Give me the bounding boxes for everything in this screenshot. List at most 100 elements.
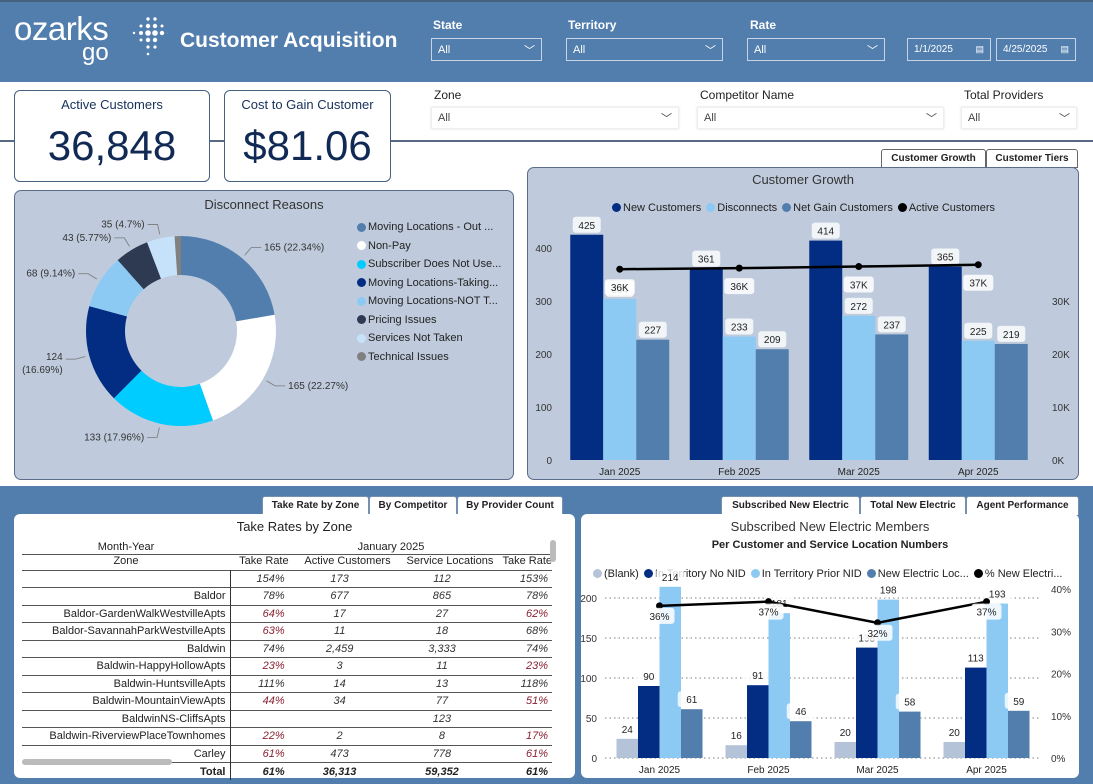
rate-filter-dropdown[interactable]: All ﹀ — [747, 38, 885, 61]
donut-data-label: 35 (4.7%) — [101, 220, 144, 231]
line-data-label: 36K — [730, 282, 748, 293]
line-marker — [735, 264, 743, 272]
tab-agent-performance[interactable]: Agent Performance — [966, 496, 1079, 515]
table-row[interactable]: BaldwinNS-CliffsApts 123 — [22, 710, 552, 728]
end-date-input[interactable]: 4/25/2025 ▤ — [996, 38, 1076, 61]
competitor-filter-dropdown[interactable]: All ﹀ — [697, 107, 944, 129]
disconnect-legend-item[interactable]: Moving Locations-NOT T... — [357, 295, 501, 307]
legend-item[interactable]: % New Electri... — [973, 568, 1063, 580]
calendar-icon[interactable]: ▤ — [1060, 44, 1069, 54]
vertical-scrollbar[interactable] — [550, 540, 556, 562]
disconnect-legend-item[interactable]: Subscriber Does Not Use... — [357, 258, 501, 270]
providers-filter-dropdown[interactable]: All ﹀ — [961, 107, 1077, 129]
active-customers-cell: 14 — [333, 677, 346, 690]
disconnect-legend-item[interactable]: Services Not Taken — [357, 332, 501, 344]
column-header-take-rate-2[interactable]: Take Rate — [502, 554, 552, 567]
service-locations-cell: 77 — [435, 695, 449, 708]
column-header-zone[interactable]: Zone — [113, 554, 139, 567]
tab-customer-tiers[interactable]: Customer Tiers — [986, 149, 1078, 168]
legend-label: New Electric Loc... — [877, 567, 969, 580]
take-rate-cell: 44% — [262, 695, 285, 708]
donut-slice — [89, 260, 144, 317]
legend-item[interactable]: Active Customers — [897, 202, 995, 214]
bar — [1008, 710, 1030, 758]
service-locations-cell: 778 — [432, 747, 452, 760]
bar-data-label: 24 — [622, 725, 634, 736]
legend-item[interactable]: In Territory Prior NID — [750, 568, 862, 580]
legend-dot-icon — [782, 203, 792, 212]
disconnect-legend-item[interactable]: Technical Issues — [357, 351, 501, 363]
table-row[interactable]: 154% 173 112 153% — [22, 570, 552, 588]
calendar-icon[interactable]: ▤ — [975, 44, 984, 54]
tab-total-new-electric[interactable]: Total New Electric — [860, 496, 966, 515]
active-customers-cell — [289, 710, 391, 728]
providers-filter-label: Total Providers — [964, 88, 1044, 102]
total-take-rate-2-cell: 61% — [525, 765, 548, 778]
line-marker — [974, 261, 982, 269]
take-rate-2-cell: 78% — [525, 590, 548, 603]
tab-customer-growth[interactable]: Customer Growth — [881, 149, 986, 168]
take-rate-cell: 111% — [258, 677, 285, 690]
start-date-input[interactable]: 1/1/2025 ▤ — [907, 38, 991, 61]
service-locations-cell: 3,333 — [428, 642, 456, 655]
zone-cell: Baldor-GardenWalkWestvilleApts — [22, 605, 231, 623]
tab-subscribed-new-electric[interactable]: Subscribed New Electric — [721, 496, 860, 515]
bar-data-label: 225 — [970, 327, 987, 338]
data-label-bg — [963, 274, 994, 291]
column-header-take-rate[interactable]: Take Rate — [239, 554, 289, 567]
line-marker — [616, 265, 624, 273]
service-locations-cell: 11 — [436, 660, 448, 673]
table-row[interactable]: Baldor-GardenWalkWestvilleApts 64% 17 27 62% — [22, 605, 552, 623]
column-header-service-locations[interactable]: Service Locations — [406, 554, 494, 567]
service-locations-cell: 123 — [432, 712, 452, 725]
state-filter-dropdown[interactable]: All ﹀ — [431, 38, 542, 61]
horizontal-scrollbar[interactable] — [22, 759, 172, 765]
legend-item[interactable]: Net Gain Customers — [782, 202, 893, 214]
bar-data-label: 227 — [644, 326, 661, 337]
table-row[interactable]: Baldwin-MountainViewApts 44% 34 77 51% — [22, 692, 552, 710]
zone-cell: Carley — [22, 745, 231, 763]
legend-label: Subscriber Does Not Use... — [368, 258, 502, 270]
table-row[interactable]: Baldwin 74% 2,459 3,333 74% — [22, 640, 552, 658]
legend-item[interactable]: New Electric Loc... — [866, 567, 969, 580]
bar — [722, 336, 756, 460]
table-row[interactable]: Baldor 78% 677 865 78% — [22, 587, 552, 605]
chevron-down-icon: ﹀ — [926, 113, 937, 125]
tab-by-competitor[interactable]: By Competitor — [369, 496, 457, 515]
disconnect-legend-item[interactable]: Moving Locations-Taking... — [357, 277, 501, 289]
column-header-active-customers[interactable]: Active Customers — [304, 554, 391, 567]
disconnect-legend: Moving Locations - Out ... Non-Pay Subscri… — [357, 221, 506, 369]
disconnect-legend-item[interactable]: Non-Pay — [357, 240, 501, 252]
disconnect-donut-chart: 165 (22.34%) 165 (22.27%) 133 (17.96%) 124 (… — [22, 220, 348, 444]
active-customers-card: Active Customers 36,848 — [14, 90, 210, 182]
disconnect-legend-item[interactable]: Moving Locations - Out ... — [357, 221, 501, 233]
data-label-bg — [743, 667, 772, 684]
table-row[interactable]: Baldwin-HappyHollowApts 23% 3 11 23% — [22, 657, 552, 675]
disconnect-legend-item[interactable]: Pricing Issues — [357, 314, 501, 326]
y-axis-tick-label: 400 — [535, 244, 552, 255]
table-row[interactable]: Carley 61% 473 778 61% — [22, 745, 552, 763]
legend-item[interactable]: New Customers — [612, 202, 701, 214]
tab-take-rate-by-zone[interactable]: Take Rate by Zone — [262, 496, 369, 515]
territory-filter-dropdown[interactable]: All ﹀ — [566, 38, 723, 61]
legend-item[interactable]: (Blank) — [593, 568, 639, 580]
legend-item[interactable]: Disconnects — [706, 202, 777, 214]
month-year-header: Month-Year — [97, 540, 155, 553]
table-row[interactable]: Baldor-SavannahParkWestvilleApts 63% 11 18 6… — [22, 622, 552, 640]
table-row[interactable]: Baldwin-HuntsvilleApts 111% 14 13 118% — [22, 675, 552, 693]
take-rate-2-cell: 23% — [525, 660, 548, 673]
y2-axis-tick-label: 40% — [1051, 585, 1071, 596]
zone-filter-dropdown[interactable]: All ﹀ — [431, 107, 679, 129]
legend-dot-icon — [897, 203, 907, 212]
y-axis-tick-label: 0 — [591, 754, 597, 765]
table-row[interactable]: Baldwin-RiverviewPlaceTownhomes 22% 2 8 17% — [22, 727, 552, 745]
state-filter-value: All — [438, 43, 451, 56]
data-label-bg — [997, 325, 1026, 342]
donut-data-label: 165 (22.27%) — [288, 381, 348, 392]
donut-data-label: 43 (5.77%) — [62, 233, 111, 244]
take-rate-2-cell: 51% — [525, 695, 548, 708]
chevron-down-icon: ﹀ — [1059, 113, 1070, 125]
tab-by-provider-count[interactable]: By Provider Count — [457, 496, 563, 515]
legend-dot-icon — [357, 315, 366, 324]
electric-chart-subtitle: Per Customer and Service Location Number… — [711, 539, 949, 551]
